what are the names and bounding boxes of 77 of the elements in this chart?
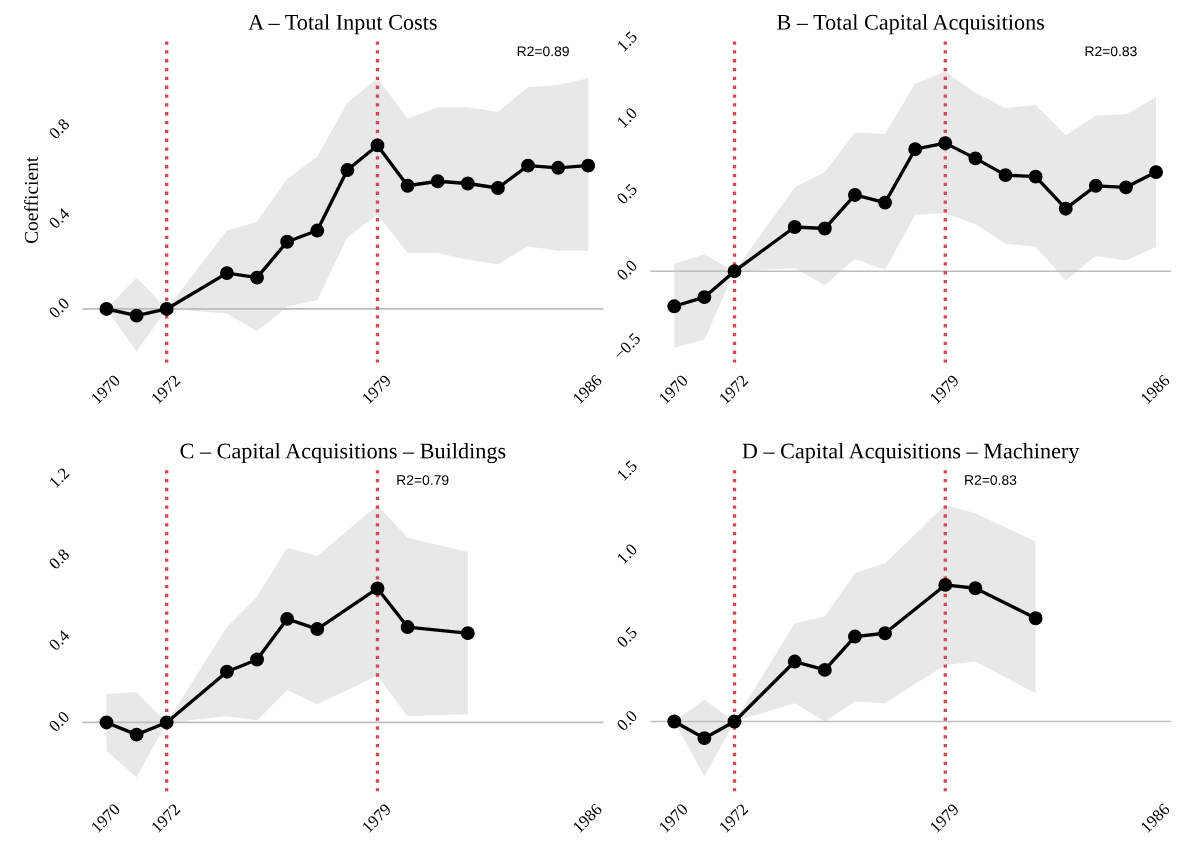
- point: [667, 299, 682, 314]
- point: [219, 664, 234, 679]
- y-tick-label: 1.5: [616, 459, 638, 481]
- point: [1028, 169, 1043, 184]
- y-tick-label: 1.0: [616, 106, 638, 129]
- point: [310, 223, 325, 238]
- point: [1119, 180, 1133, 195]
- point: [99, 715, 114, 730]
- point: [340, 163, 355, 178]
- point: [938, 136, 953, 151]
- annotation: R2=0.83: [1085, 46, 1137, 57]
- point: [400, 620, 415, 634]
- point: [938, 577, 953, 592]
- point: [370, 581, 385, 596]
- point: [250, 270, 264, 285]
- y-tick-label: 0.0: [48, 297, 71, 319]
- y-axis-title: Coefficient: [24, 156, 38, 244]
- point: [787, 654, 802, 669]
- y-tick-label: 0.5: [616, 626, 638, 649]
- point: [129, 308, 144, 323]
- chart-title: C – Capital Acquisitions – Buildings: [180, 442, 506, 464]
- point: [400, 178, 415, 193]
- point: [908, 142, 923, 157]
- y-tick-label: 0.0: [616, 259, 638, 282]
- chart-title: B – Total Capital Acquisitions: [777, 14, 1045, 35]
- point: [551, 160, 566, 175]
- chart-title: D – Capital Acquisitions – Machinery: [742, 442, 1080, 464]
- point: [727, 714, 742, 729]
- point: [817, 662, 832, 677]
- annotation: R2=0.79: [397, 475, 449, 485]
- point: [878, 626, 893, 641]
- point: [159, 302, 174, 316]
- point: [370, 138, 385, 153]
- point: [219, 266, 234, 281]
- point: [667, 714, 682, 729]
- point: [581, 158, 596, 173]
- point: [968, 151, 983, 166]
- point: [460, 626, 475, 641]
- point: [817, 221, 832, 236]
- y-tick-label: 0.8: [48, 548, 71, 570]
- point: [1088, 178, 1103, 193]
- point: [1149, 165, 1164, 180]
- point: [848, 188, 862, 202]
- point: [280, 611, 295, 626]
- y-tick-label: 1.2: [48, 467, 70, 489]
- point: [878, 195, 893, 210]
- y-tick-label: 0.8: [48, 117, 71, 140]
- y-tick-label: 0.0: [48, 710, 71, 733]
- point: [521, 158, 535, 173]
- point: [1058, 201, 1073, 216]
- y-tick-label: −0.5: [612, 332, 642, 361]
- point: [998, 168, 1013, 183]
- point: [250, 652, 264, 667]
- point: [129, 727, 144, 742]
- point: [697, 731, 712, 746]
- point: [310, 622, 325, 637]
- annotation: R2=0.89: [517, 46, 569, 57]
- y-tick-label: 0.4: [48, 207, 71, 230]
- chart-title: A – Total Input Costs: [248, 14, 437, 35]
- y-tick-label: 0.5: [616, 183, 638, 205]
- annotation: R2=0.83: [965, 475, 1017, 485]
- point: [697, 290, 712, 305]
- point: [727, 264, 742, 279]
- y-tick-label: 0.4: [48, 629, 71, 652]
- point: [280, 234, 295, 249]
- point: [99, 302, 114, 316]
- y-tick-label: 1.0: [616, 543, 638, 565]
- y-tick-label: 0.0: [616, 709, 638, 732]
- point: [430, 174, 445, 189]
- point: [159, 715, 174, 730]
- point: [787, 220, 802, 234]
- point: [460, 176, 475, 191]
- point: [848, 629, 862, 644]
- point: [1028, 611, 1043, 626]
- y-tick-label: 1.5: [616, 30, 638, 52]
- point: [490, 181, 505, 195]
- point: [968, 581, 983, 596]
